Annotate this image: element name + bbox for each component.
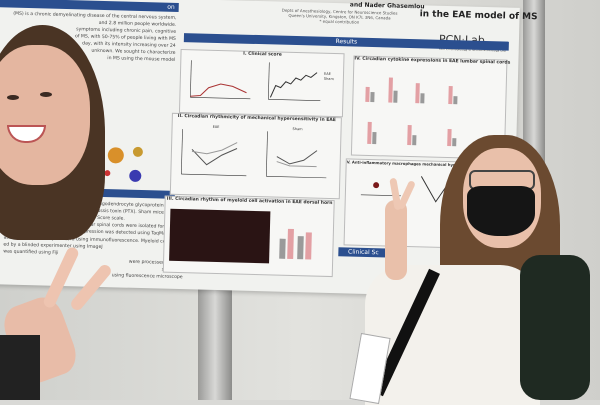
person-left-clothing bbox=[0, 335, 40, 400]
person-left-face bbox=[0, 45, 90, 185]
panel-cytokine-expression: IV. Circadian cytokine expressions in EA… bbox=[350, 55, 510, 160]
research-poster: in the EAE model of MS and Nader Ghaseml… bbox=[0, 0, 538, 298]
hypersensitivity-graphs: EAE Sham bbox=[181, 125, 327, 179]
backpack bbox=[520, 255, 590, 400]
face-mask bbox=[467, 186, 535, 236]
panel-myeloid-activation: III. Circadian rhythm of myeloid cell ac… bbox=[162, 195, 335, 278]
person-right-white-shirt bbox=[365, 265, 540, 405]
subplot-label: EAE bbox=[213, 125, 220, 129]
panel-mechanical-hypersensitivity: II. Circadian rhythmicity of mechanical … bbox=[169, 112, 342, 200]
legend-eae: EAE bbox=[324, 72, 331, 76]
text-line: using fluorescence microscope bbox=[111, 273, 183, 281]
smile bbox=[7, 125, 46, 143]
person-right-arm bbox=[385, 200, 407, 280]
poster-board-pole bbox=[198, 270, 232, 400]
eye bbox=[40, 92, 52, 97]
person-right-face bbox=[463, 148, 541, 248]
subplot-label: Sham bbox=[293, 127, 304, 131]
cytokine-bar-charts bbox=[365, 77, 458, 147]
eye bbox=[7, 95, 19, 100]
panel-clinical-score: I. Clinical score EAE Sham bbox=[178, 49, 345, 118]
microscopy-images bbox=[169, 208, 271, 264]
myeloid-bar-chart bbox=[279, 228, 312, 260]
poster-title: in the EAE model of MS bbox=[419, 9, 538, 23]
clinical-score-graphs: EAE Sham bbox=[190, 60, 335, 101]
legend-sham: Sham bbox=[324, 77, 335, 81]
affiliations: Depts of Anesthesiology, Centre for Neur… bbox=[274, 7, 404, 25]
clinical-side-band: Clinical Sc bbox=[338, 247, 389, 258]
